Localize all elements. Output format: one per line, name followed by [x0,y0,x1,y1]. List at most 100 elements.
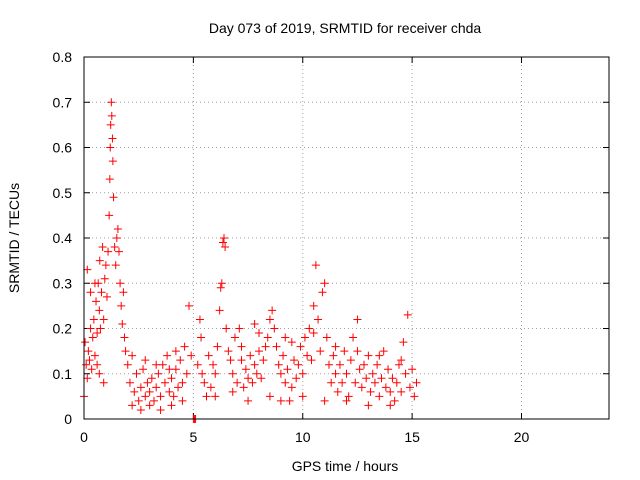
data-point [118,319,127,328]
data-point [85,356,94,365]
data-point [384,365,393,374]
data-point [222,324,231,333]
data-point [344,392,353,401]
data-point [318,288,327,297]
data-point [95,306,104,315]
data-point [255,329,263,338]
data-point [274,360,283,369]
data-point [276,369,285,378]
data-point [410,392,419,401]
data-point [193,360,202,369]
data-point [86,324,95,333]
data-point [121,347,130,356]
data-point [90,279,99,288]
x-tick-label: 15 [404,429,420,445]
data-point [211,369,220,378]
data-point [95,369,104,378]
data-point [309,301,318,310]
x-tick-label: 10 [295,429,311,445]
data-point [320,279,329,288]
data-point [107,98,116,107]
data-point [390,396,399,405]
data-point [241,365,250,374]
data-point [357,383,366,392]
data-point [216,283,225,292]
data-point [187,351,196,360]
data-point [263,333,272,342]
data-point [156,405,165,414]
data-point [139,365,148,374]
data-point [296,342,305,351]
y-tick-label: 0 [64,411,72,427]
data-point [265,315,274,324]
data-point [93,360,102,369]
data-point [105,175,114,184]
data-point [220,234,228,242]
data-point [294,360,303,369]
data-point [89,315,98,324]
data-point [233,378,242,387]
data-point [145,401,154,410]
data-point [101,261,110,270]
data-point [364,401,373,410]
y-tick-label: 0.6 [53,140,73,156]
y-tick-label: 0.5 [53,185,73,201]
data-point [106,143,115,152]
data-point [342,369,351,378]
data-point [102,292,111,301]
data-point [290,356,298,365]
data-point [92,297,101,306]
data-point [218,238,227,247]
data-point [412,378,421,387]
data-point [180,342,189,351]
data-point [119,288,128,297]
data-point [364,351,373,360]
chart-title: Day 073 of 2019, SRMTID for receiver chd… [209,20,482,36]
data-point [160,378,169,387]
data-point [370,378,379,387]
data-point [150,396,158,405]
data-point [331,369,340,378]
data-point [237,342,246,351]
data-point [108,157,117,166]
data-point [115,247,123,256]
data-point [83,265,92,274]
data-point [228,369,237,378]
data-point [244,396,253,405]
data-point [154,369,163,378]
data-point [279,351,288,360]
data-point [353,315,362,324]
data-point [215,306,224,315]
data-point [405,383,414,392]
data-point [250,360,259,369]
data-point [373,360,382,369]
data-point [165,387,174,396]
data-point [143,378,152,387]
data-point [287,338,296,347]
data-point [285,396,294,405]
data-point [88,333,97,342]
data-point [156,392,165,401]
data-point [252,369,261,378]
data-point [87,365,96,374]
data-point [353,347,362,356]
data-point [84,347,93,356]
y-tick-label: 0.7 [53,94,73,110]
data-point [221,243,230,252]
data-point [185,301,193,310]
data-point [257,374,266,383]
data-point [386,387,395,396]
data-point [217,279,226,288]
data-point [105,211,114,220]
y-tick-label: 0.3 [53,275,73,291]
data-point [329,351,338,360]
data-point [311,261,320,270]
data-point [388,374,397,383]
data-point [408,365,417,374]
data-point [325,360,333,369]
data-point [346,356,355,365]
data-points [80,98,421,423]
data-point [292,374,301,383]
data-point [268,306,277,315]
